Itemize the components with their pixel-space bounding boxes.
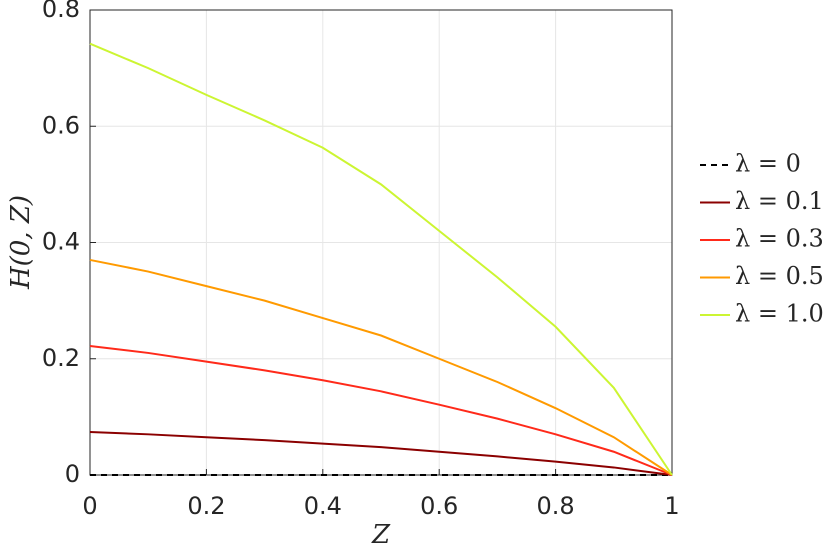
y-tick-label: 0.8 [42, 0, 80, 23]
legend-label: λ = 1.0 [735, 300, 824, 328]
legend-label: λ = 0 [735, 150, 801, 178]
series-line [89, 430, 673, 476]
legend-label: λ = 0.5 [735, 262, 824, 290]
y-tick-label: 0.4 [42, 228, 80, 256]
y-tick-label: 0.6 [42, 111, 80, 139]
y-tick-label: 0 [65, 460, 80, 488]
y-tick-label: 0.2 [42, 344, 80, 372]
legend-label: λ = 0.1 [735, 187, 824, 215]
series-line [89, 344, 673, 476]
x-tick-label: 0.2 [187, 492, 225, 520]
legend-label: λ = 0.3 [735, 225, 824, 253]
x-tick-label: 0.6 [420, 492, 458, 520]
series-line [89, 258, 673, 476]
x-tick-label: 0.4 [304, 492, 342, 520]
x-tick-label: 0 [82, 492, 97, 520]
y-axis-label: H(0, Z) [6, 195, 36, 290]
series-line [89, 42, 673, 476]
x-axis-label: Z [371, 520, 391, 550]
x-tick-label: 0.8 [537, 492, 575, 520]
x-tick-label: 1 [664, 492, 679, 520]
